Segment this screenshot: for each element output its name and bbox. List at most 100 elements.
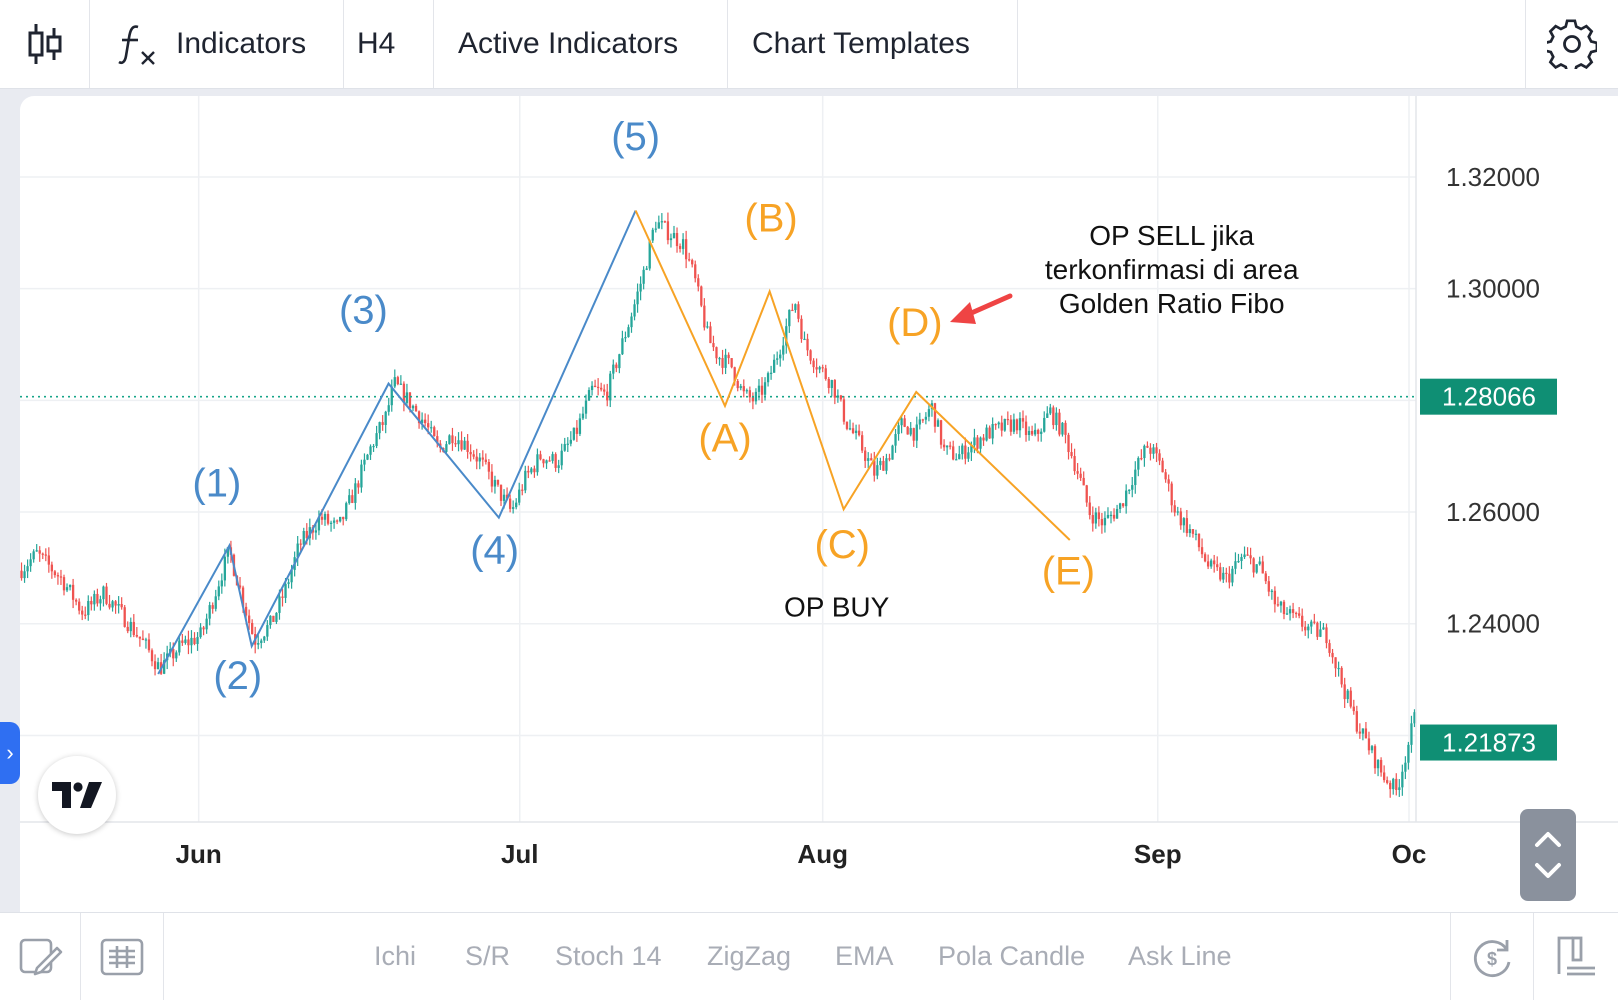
candle-body (1009, 419, 1013, 432)
active-indicators-button[interactable]: Active Indicators (434, 0, 728, 88)
quick-link-ask-line[interactable]: Ask Line (1128, 941, 1232, 971)
candle-body (117, 604, 120, 606)
template-button[interactable] (81, 913, 163, 1000)
candle-body (551, 454, 554, 461)
auto-scale-button[interactable] (1520, 809, 1576, 901)
candle-body (1021, 418, 1025, 422)
annotation-arrow-head (950, 302, 976, 324)
side-panel-toggle[interactable]: › (0, 722, 20, 784)
quick-link-ema[interactable]: EMA (835, 941, 894, 971)
candle-body (1328, 643, 1331, 653)
svg-text:$: $ (1487, 949, 1497, 969)
candle-body (1197, 533, 1201, 548)
candle-body (141, 638, 145, 640)
candle-body (138, 636, 142, 639)
candle-body (542, 459, 545, 464)
candle-body (706, 326, 709, 328)
time-axis-label: Sep (1134, 839, 1182, 869)
candle-body (269, 615, 272, 626)
chart-templates-button[interactable]: Chart Templates (728, 0, 1018, 88)
candle-body (281, 596, 284, 598)
template-icon (100, 938, 144, 975)
candle-body (575, 427, 579, 434)
chart-type-button[interactable] (0, 0, 90, 88)
candle-body (618, 354, 621, 369)
candle-body (1103, 517, 1107, 526)
quick-link-sr[interactable]: S/R (465, 941, 511, 971)
price-axis-label: 1.32000 (1446, 162, 1540, 192)
candle-body (1264, 573, 1267, 582)
candle-body (1058, 412, 1061, 435)
candle-body (757, 385, 761, 392)
candle-body (1137, 458, 1140, 470)
candle-body (584, 400, 588, 414)
candle-body (1140, 458, 1143, 460)
candle-body (96, 593, 99, 604)
candle-body (533, 468, 536, 473)
candle-body (414, 405, 418, 412)
candle-body (691, 260, 694, 265)
quick-link-zigzag[interactable]: ZigZag (707, 941, 792, 971)
candle-body (1024, 421, 1028, 436)
candle-body (927, 409, 931, 417)
candle-body (496, 479, 500, 485)
candle-body (238, 585, 242, 588)
candle-body (1046, 413, 1049, 418)
candle-body (451, 435, 454, 444)
quick-link-ichi[interactable]: Ichi (374, 941, 417, 971)
candle-body (809, 350, 812, 361)
candle-body (369, 446, 372, 455)
candlestick-icon (28, 24, 61, 64)
candle-body (630, 316, 633, 328)
candle-body (1040, 431, 1043, 434)
candle-body (942, 444, 946, 448)
time-axis-label: Oc (1392, 839, 1427, 869)
candle-body (266, 625, 269, 637)
candle-body (678, 246, 682, 249)
timeframe-button[interactable]: H4 (344, 0, 434, 88)
drawing-tools-button[interactable] (0, 913, 80, 1000)
candle-body (1176, 511, 1179, 513)
candle-body (502, 494, 506, 501)
last-price-badge-label: 1.21873 (1442, 728, 1536, 758)
candle-body (530, 468, 533, 473)
quick-link-pola-candle[interactable]: Pola Candle (938, 941, 1086, 971)
candle-body (1006, 418, 1009, 421)
candle-body (1216, 564, 1219, 568)
candle-body (411, 405, 415, 409)
candle-body (657, 222, 660, 229)
candle-body (99, 599, 102, 604)
candle-body (1291, 609, 1295, 613)
candle-body (563, 444, 566, 451)
settings-button[interactable] (1525, 0, 1618, 88)
candle-body (317, 516, 321, 531)
candle-body (348, 495, 351, 504)
quick-link-stoch-14[interactable]: Stoch 14 (555, 941, 662, 971)
reset-chart-button[interactable]: $ (1451, 913, 1533, 1000)
candle-body (342, 516, 345, 520)
candle-body (1097, 512, 1101, 520)
candle-body (1143, 445, 1146, 459)
candle-body (433, 427, 436, 437)
candle-body (1322, 627, 1325, 630)
candle-body (1337, 667, 1340, 670)
chart-panel[interactable]: (1) (2) (3) (4) (5) (A) (B) (C) (D) (E) OP SELL ji… (20, 96, 1618, 912)
wave-label: (4) (470, 528, 519, 572)
candle-body (581, 413, 585, 419)
price-chart[interactable]: (1) (2) (3) (4) (5) (A) (B) (C) (D) (E) OP SELL ji… (20, 96, 1618, 912)
layout-button[interactable] (1534, 913, 1618, 1000)
candle-body (891, 445, 894, 460)
candle-body (615, 364, 618, 369)
chart-templates-label: Chart Templates (752, 27, 970, 60)
indicators-button[interactable]: Indicators (90, 0, 344, 88)
candle-body (129, 621, 132, 632)
candle-body (62, 577, 66, 591)
candle-body (712, 343, 715, 348)
candle-body (888, 458, 891, 460)
candle-body (226, 547, 230, 557)
candle-body (345, 503, 348, 520)
candle-body (782, 345, 785, 355)
layout-icon (1557, 936, 1595, 975)
tradingview-logo[interactable] (38, 756, 116, 834)
